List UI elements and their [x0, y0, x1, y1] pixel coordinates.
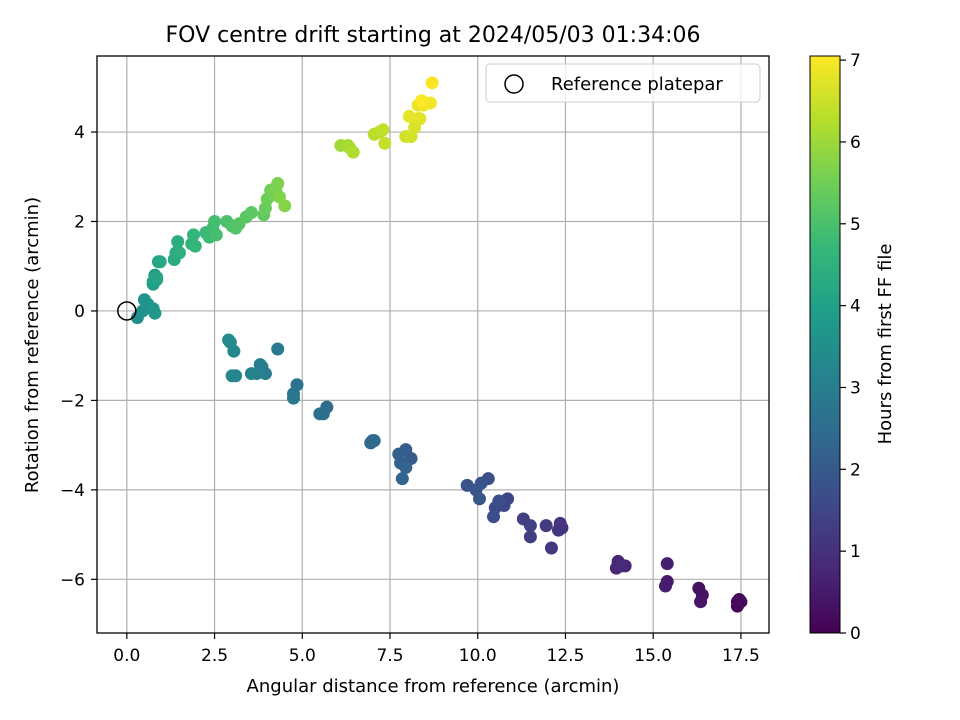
- data-point: [523, 519, 537, 533]
- x-tick-label: 10.0: [459, 646, 497, 666]
- data-point: [188, 239, 202, 253]
- y-tick-label: 4: [74, 123, 85, 143]
- data-point: [365, 434, 379, 448]
- colorbar-ticks: 0 1 2 3 4 5 6 7: [840, 51, 861, 644]
- data-point: [278, 199, 292, 213]
- data-point: [346, 145, 360, 159]
- colorbar-tick-label: 3: [850, 378, 861, 398]
- y-tick-label: 2: [74, 212, 85, 232]
- data-point: [615, 559, 629, 573]
- colorbar-tick-label: 7: [850, 51, 861, 71]
- data-point: [287, 391, 301, 405]
- data-point: [487, 510, 501, 524]
- x-tick-label: 12.5: [547, 646, 585, 666]
- colorbar-gradient: [809, 55, 841, 634]
- data-point: [208, 214, 222, 228]
- data-point: [658, 579, 672, 593]
- x-tick-label: 2.5: [201, 646, 228, 666]
- data-point: [225, 369, 239, 383]
- data-point: [148, 306, 162, 320]
- legend: Reference platepar: [485, 63, 761, 103]
- data-point: [399, 461, 413, 475]
- data-point: [694, 595, 708, 609]
- data-point: [271, 176, 285, 190]
- data-point: [378, 136, 392, 150]
- data-point: [523, 530, 537, 544]
- data-point: [209, 228, 223, 242]
- legend-reference-marker: [504, 74, 524, 94]
- x-tick-label: 0.0: [113, 646, 140, 666]
- data-point: [222, 333, 236, 347]
- data-point: [472, 492, 486, 506]
- y-tick-label: −2: [60, 391, 85, 411]
- data-point: [150, 270, 164, 284]
- data-point: [539, 519, 553, 533]
- data-point: [376, 123, 390, 137]
- colorbar-label: Hours from first FF file: [875, 244, 896, 445]
- data-point: [313, 407, 327, 421]
- data-point: [413, 112, 427, 126]
- data-point: [244, 206, 258, 220]
- colorbar-tick-label: 0: [850, 624, 861, 644]
- legend-entry-reference: Reference platepar: [551, 74, 723, 95]
- legend-box: [485, 63, 761, 103]
- x-tick-label: 15.0: [634, 646, 672, 666]
- x-tick-label: 5.0: [289, 646, 316, 666]
- data-point: [153, 255, 167, 269]
- colorbar-tick-label: 6: [850, 133, 861, 153]
- plot-frame: [96, 55, 770, 634]
- data-point: [244, 367, 258, 381]
- data-point: [172, 246, 186, 260]
- data-point: [425, 76, 439, 90]
- x-tick-label: 17.5: [722, 646, 760, 666]
- colorbar-tick-label: 2: [850, 460, 861, 480]
- y-axis-label: Rotation from reference (arcmin): [22, 197, 43, 493]
- colorbar-tick-label: 4: [850, 297, 861, 317]
- data-point: [660, 557, 674, 571]
- data-point: [551, 523, 565, 537]
- data-point: [415, 94, 429, 108]
- data-point: [271, 342, 285, 356]
- y-axis-ticks: −6 −4 −2 0 2 4: [60, 123, 97, 590]
- reference-layer: [117, 301, 137, 321]
- colorbar-tick-label: 5: [850, 215, 861, 235]
- reference-platepar-marker: [117, 301, 137, 321]
- y-tick-label: −6: [60, 570, 85, 590]
- data-point: [544, 541, 558, 555]
- y-tick-label: −4: [60, 481, 85, 501]
- colorbar-tick-label: 1: [850, 542, 861, 562]
- x-axis-label: Angular distance from reference (arcmin): [247, 676, 620, 697]
- x-tick-label: 7.5: [376, 646, 403, 666]
- data-point: [171, 235, 185, 249]
- data-point: [402, 109, 416, 123]
- data-points: [130, 76, 748, 613]
- colorbar: 0 1 2 3 4 5 6 7 Hours from first FF file: [809, 51, 896, 644]
- data-point: [395, 472, 409, 486]
- data-point: [732, 592, 746, 606]
- chart-title: FOV centre drift starting at 2024/05/03 …: [166, 23, 701, 48]
- y-tick-label: 0: [74, 302, 85, 322]
- grid: [97, 56, 769, 633]
- x-axis-ticks: 0.0 2.5 5.0 7.5 10.0 12.5 15.0 17.5: [113, 633, 760, 666]
- data-point: [492, 494, 506, 508]
- data-point: [187, 228, 201, 242]
